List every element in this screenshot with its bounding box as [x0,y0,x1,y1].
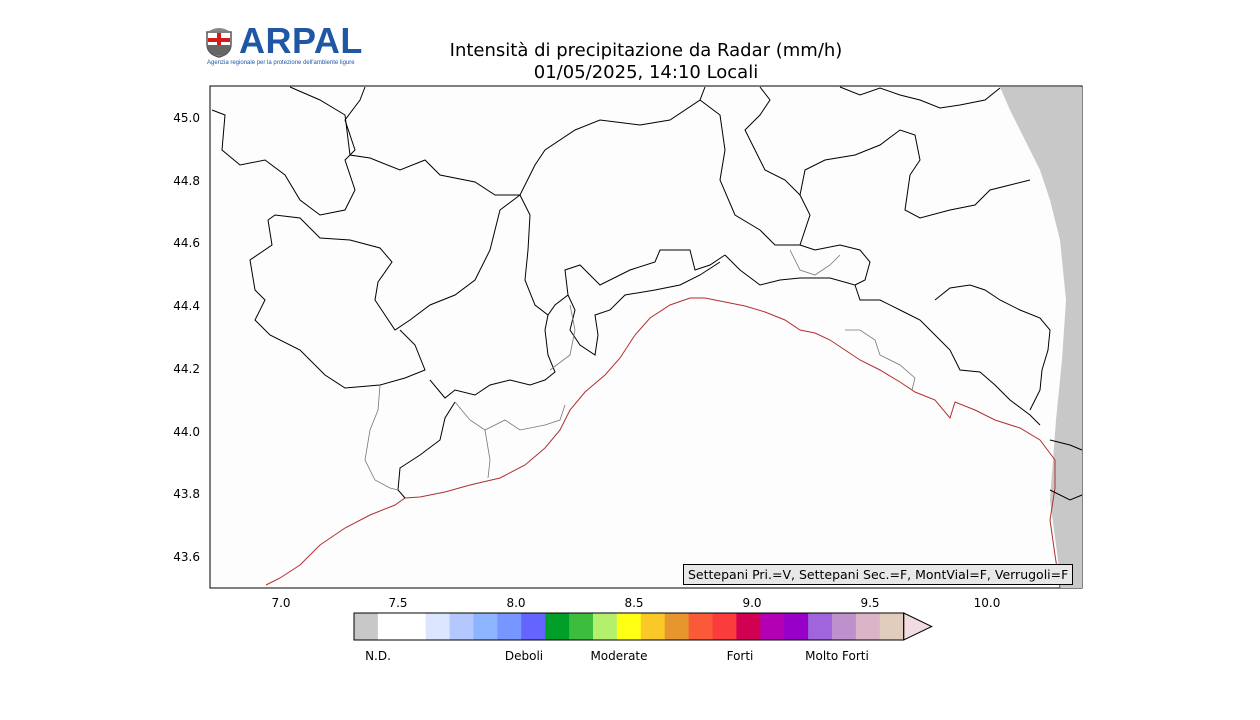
colorbar-swatch [377,613,403,640]
lat-tick-label: 44.2 [173,362,200,376]
colorbar [353,612,933,641]
lat-tick-label: 44.6 [173,236,200,250]
arpal-logo: ARPAL Agenzia regionale per la protezion… [205,20,375,70]
boundary-line [567,261,721,356]
boundary-line [934,284,1051,411]
colorbar-swatch [593,613,618,640]
lat-tick-label: 43.8 [173,487,200,501]
colorbar-extend-arrow [903,612,933,641]
map-frame [209,85,1083,589]
lon-tick-label: 9.0 [742,596,762,610]
map-title: Intensità di precipitazione da Radar (mm… [449,40,843,61]
boundary-line [1049,489,1083,501]
boundary-line [1049,439,1083,451]
colorbar-swatch [688,613,713,640]
boundary-line [799,244,871,286]
colorbar-swatch [736,613,761,640]
colorbar-swatch [545,613,570,640]
lon-tick-label: 8.5 [624,596,644,610]
no-data-region [1000,87,1082,588]
lon-tick-label: 7.0 [271,596,291,610]
lon-tick-label: 8.0 [506,596,526,610]
coastline [265,297,1061,589]
colorbar-swatch [497,613,522,640]
colorbar-label-molto-forti: Molto Forti [805,649,869,663]
colorbar-swatch [425,613,450,640]
boundary-line [839,86,1001,109]
colorbar-swatch [832,613,857,640]
colorbar-swatch [760,613,785,640]
colorbar-outline [353,612,905,641]
colorbar-swatch [473,613,498,640]
colorbar-swatch [616,613,642,640]
colorbar-swatch [664,613,689,640]
boundary-line [744,86,801,196]
radar-status-box: Settepani Pri.=V, Settepani Sec.=F, Mont… [683,564,1074,585]
colorbar-swatch [855,613,881,640]
lat-tick-label: 44.0 [173,425,200,439]
lat-tick-label: 45.0 [173,111,200,125]
boundary-line [484,429,491,479]
boundary-line [364,384,399,491]
colorbar-swatch [879,613,905,640]
lat-tick-label: 43.6 [173,550,200,564]
colorbar-label-forti: Forti [726,649,754,663]
lon-tick-label: 9.5 [860,596,880,610]
boundary-line [454,401,566,431]
boundary-line [289,86,706,196]
colorbar-label-nd: N.D. [365,649,391,663]
lon-tick-label: 7.5 [388,596,408,610]
boundary-line [429,314,556,399]
colorbar-swatch [449,613,474,640]
boundary-line [699,99,1031,246]
colorbar-swatch [354,613,379,640]
colorbar-swatch [401,613,427,640]
lat-tick-label: 44.8 [173,174,200,188]
colorbar-swatch [640,613,666,640]
lat-tick-label: 44.4 [173,299,200,313]
logo-wordmark: ARPAL [239,20,363,61]
boundary-line [249,219,426,389]
boundary-line [549,304,576,371]
logo-tagline: Agenzia regionale per la protezione dell… [207,60,355,66]
colorbar-swatch [808,613,833,640]
liguria-crest-icon [206,28,232,58]
boundary-line [211,86,366,216]
boundary-line [267,194,521,331]
boundary-line [519,194,726,316]
lon-tick-label: 10.0 [973,596,1001,610]
boundary-line [845,329,916,391]
colorbar-label-deboli: Deboli [504,649,544,663]
colorbar-swatch [569,613,594,640]
colorbar-swatch [521,613,546,640]
colorbar-label-moderate: Moderate [590,649,648,663]
map-timestamp: 01/05/2025, 14:10 Locali [533,62,759,83]
secondary-boundaries [364,249,916,491]
boundary-line [789,249,841,276]
colorbar-swatch [784,613,809,640]
boundary-line [724,254,1041,426]
colorbar-swatch [712,613,737,640]
